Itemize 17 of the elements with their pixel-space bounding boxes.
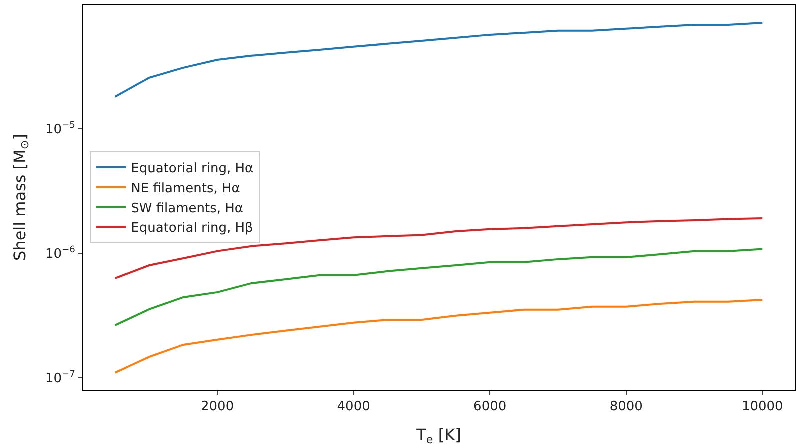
legend-label: NE filaments, Hα <box>131 181 240 196</box>
line-series <box>114 298 764 374</box>
legend-label: SW filaments, Hα <box>131 201 244 216</box>
x-tick-label: 10000 <box>742 400 784 415</box>
y-tick-label: 10$^{−7}$ <box>45 370 76 386</box>
y-tick-label: 10$^{−6}$ <box>45 246 76 262</box>
legend-label: Equatorial ring, Hα <box>131 162 254 177</box>
line-series <box>114 22 764 98</box>
legend-label: Equatorial ring, Hβ <box>131 221 254 236</box>
line-series <box>114 248 764 326</box>
x-tick-label: 2000 <box>201 400 234 415</box>
x-tick-label: 8000 <box>610 400 643 415</box>
line-series <box>114 217 764 280</box>
x-axis-title: T$_{e}$ [K] <box>416 425 462 447</box>
x-tick-label: 4000 <box>337 400 370 415</box>
x-tick-label: 6000 <box>474 400 507 415</box>
y-tick-label: 10$^{−5}$ <box>45 121 76 138</box>
